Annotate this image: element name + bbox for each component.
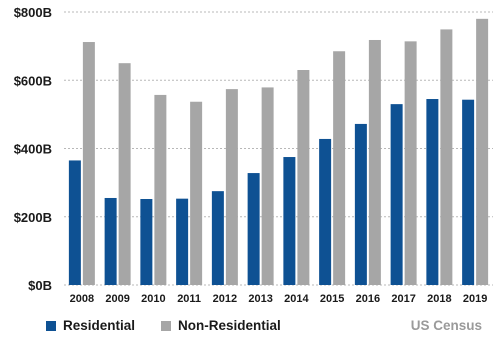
y-tick-label: $0B	[28, 278, 52, 293]
bar-non-residential-2019	[476, 18, 489, 285]
x-tick-label: 2008	[70, 293, 94, 305]
legend-swatch-non-residential	[161, 320, 172, 331]
bar-residential-2013	[247, 173, 260, 285]
bar-residential-2011	[176, 198, 189, 285]
x-tick-label: 2015	[320, 293, 344, 305]
bar-residential-2008	[68, 160, 81, 285]
bar-residential-2014	[283, 157, 296, 285]
legend-label-non-residential: Non-Residential	[178, 318, 281, 333]
bar-residential-2016	[354, 123, 367, 286]
x-tick-label: 2010	[141, 293, 165, 305]
x-tick-label: 2013	[248, 293, 272, 305]
bar-residential-2010	[140, 199, 153, 285]
legend-label-residential: Residential	[63, 318, 136, 333]
bar-non-residential-2011	[190, 101, 203, 285]
bar-non-residential-2012	[225, 89, 238, 285]
y-axis-tick-labels: $0B $200B $400B $600B $800B	[14, 5, 52, 293]
bar-chart: $0B $200B $400B $600B $800B 2008 2009 2010 2011…	[14, 5, 493, 305]
y-tick-label: $400B	[14, 142, 52, 157]
x-tick-label: 2018	[427, 293, 451, 305]
bar-non-residential-2013	[261, 87, 274, 285]
bar-residential-2019	[462, 99, 475, 285]
bar-non-residential-2009	[118, 63, 131, 285]
bar-residential-2009	[104, 197, 117, 285]
legend: Residential Non-Residential	[46, 318, 307, 333]
x-tick-label: 2009	[105, 293, 129, 305]
bar-non-residential-2018	[440, 29, 453, 286]
bar-non-residential-2017	[404, 41, 417, 285]
x-axis-tick-labels: 2008 2009 2010 2011 2012 2013 2014 2015 2016 2017…	[70, 293, 488, 305]
bar-non-residential-2014	[297, 70, 310, 285]
y-tick-label: $600B	[14, 73, 52, 88]
bar-non-residential-2010	[154, 94, 167, 285]
x-tick-label: 2012	[213, 293, 237, 305]
source-label: US Census	[410, 318, 482, 333]
y-tick-label: $200B	[14, 210, 52, 225]
bar-non-residential-2008	[82, 42, 95, 285]
x-tick-label: 2019	[463, 293, 487, 305]
bar-residential-2015	[319, 138, 332, 285]
x-tick-label: 2017	[391, 293, 415, 305]
x-tick-label: 2011	[177, 293, 201, 305]
gridlines	[64, 11, 493, 286]
bar-residential-2012	[211, 191, 224, 285]
bar-non-residential-2015	[333, 51, 346, 286]
x-tick-label: 2014	[284, 293, 309, 305]
bar-non-residential-2016	[368, 39, 381, 285]
bar-residential-2017	[390, 104, 403, 285]
bar-residential-2018	[426, 99, 439, 285]
x-tick-label: 2016	[356, 293, 380, 305]
legend-item-non-residential: Non-Residential	[161, 318, 281, 333]
legend-item-residential: Residential	[46, 318, 135, 333]
bars	[68, 18, 489, 286]
legend-swatch-residential	[46, 320, 56, 331]
y-tick-label: $800B	[14, 5, 52, 20]
